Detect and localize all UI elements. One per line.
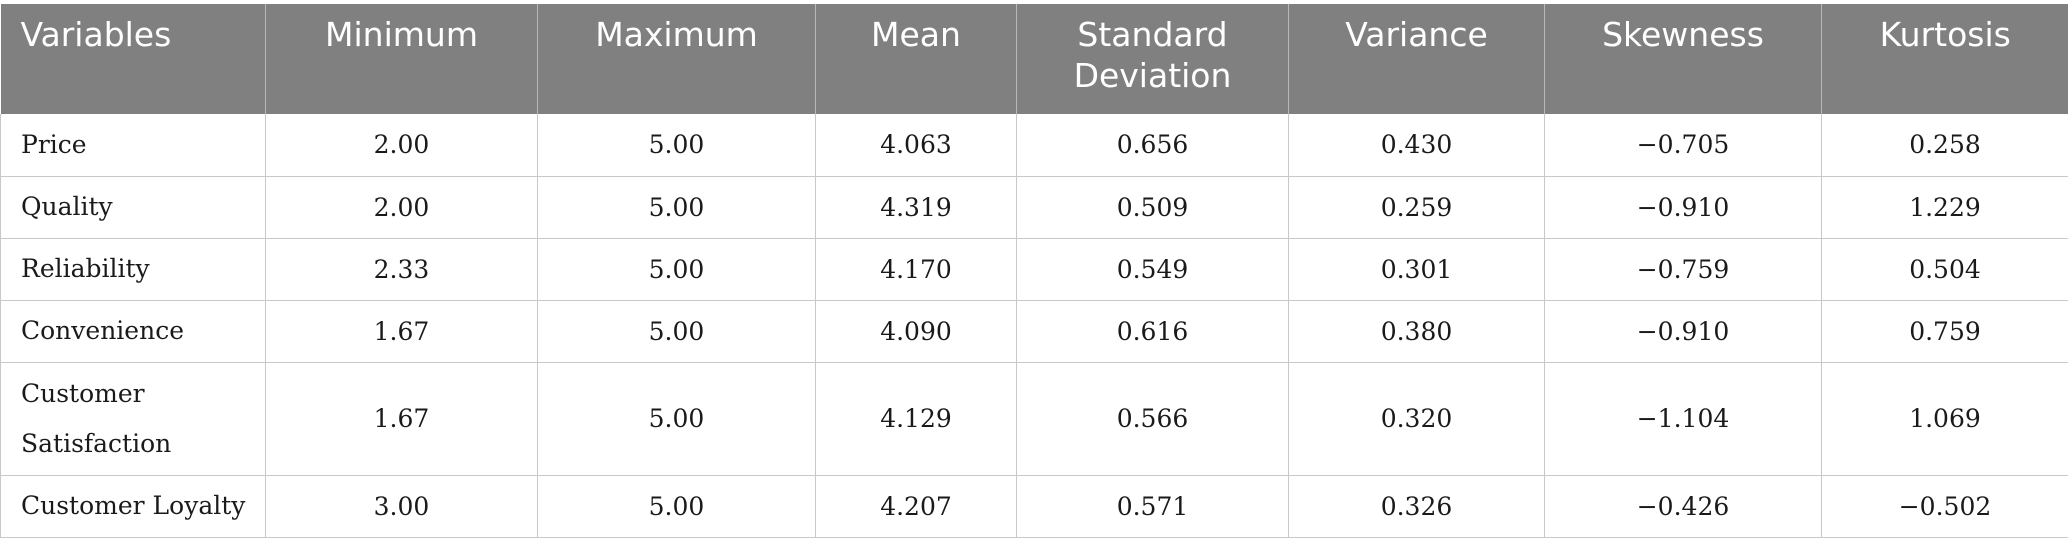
cell-mean: 4.090 xyxy=(815,299,1017,363)
header-minimum: Minimum xyxy=(265,4,538,114)
cell-maximum: 5.00 xyxy=(537,237,816,301)
table-row: Customer Satisfaction 1.67 5.00 4.129 0.… xyxy=(0,361,2068,476)
table-row: Price 2.00 5.00 4.063 0.656 0.430 −0.705… xyxy=(0,114,2068,177)
table-row: Customer Loyalty 3.00 5.00 4.207 0.571 0… xyxy=(0,474,2068,538)
cell-kurtosis: 0.258 xyxy=(1821,114,2068,177)
cell-variance: 0.259 xyxy=(1288,175,1545,239)
cell-sd: 0.549 xyxy=(1016,237,1289,301)
cell-minimum: 2.00 xyxy=(265,114,538,177)
cell-kurtosis: 0.504 xyxy=(1821,237,2068,301)
cell-skewness: −0.426 xyxy=(1544,474,1822,538)
cell-minimum: 1.67 xyxy=(265,361,538,476)
cell-variable: Quality xyxy=(0,175,266,239)
table-row: Quality 2.00 5.00 4.319 0.509 0.259 −0.9… xyxy=(0,175,2068,239)
cell-variance: 0.380 xyxy=(1288,299,1545,363)
cell-kurtosis: 0.759 xyxy=(1821,299,2068,363)
cell-variable: Customer Satisfaction xyxy=(0,361,266,476)
cell-variable: Customer Loyalty xyxy=(0,474,266,538)
cell-variable: Reliability xyxy=(0,237,266,301)
header-kurtosis: Kurtosis xyxy=(1821,4,2068,114)
cell-variance: 0.320 xyxy=(1288,361,1545,476)
header-row: Variables Minimum Maximum Mean Standard … xyxy=(0,4,2068,114)
cell-maximum: 5.00 xyxy=(537,114,816,177)
header-variables: Variables xyxy=(0,4,266,114)
cell-maximum: 5.00 xyxy=(537,175,816,239)
cell-minimum: 3.00 xyxy=(265,474,538,538)
cell-minimum: 2.00 xyxy=(265,175,538,239)
cell-sd: 0.566 xyxy=(1016,361,1289,476)
cell-kurtosis: 1.069 xyxy=(1821,361,2068,476)
cell-mean: 4.129 xyxy=(815,361,1017,476)
cell-sd: 0.571 xyxy=(1016,474,1289,538)
cell-mean: 4.319 xyxy=(815,175,1017,239)
cell-variance: 0.301 xyxy=(1288,237,1545,301)
cell-minimum: 2.33 xyxy=(265,237,538,301)
cell-skewness: −0.705 xyxy=(1544,114,1822,177)
cell-minimum: 1.67 xyxy=(265,299,538,363)
cell-variance: 0.326 xyxy=(1288,474,1545,538)
cell-kurtosis: 1.229 xyxy=(1821,175,2068,239)
cell-mean: 4.063 xyxy=(815,114,1017,177)
cell-mean: 4.207 xyxy=(815,474,1017,538)
header-maximum: Maximum xyxy=(537,4,816,114)
cell-variance: 0.430 xyxy=(1288,114,1545,177)
table-row: Reliability 2.33 5.00 4.170 0.549 0.301 … xyxy=(0,237,2068,301)
cell-maximum: 5.00 xyxy=(537,474,816,538)
cell-maximum: 5.00 xyxy=(537,299,816,363)
cell-kurtosis: −0.502 xyxy=(1821,474,2068,538)
cell-sd: 0.616 xyxy=(1016,299,1289,363)
header-mean: Mean xyxy=(815,4,1017,114)
header-skewness: Skewness xyxy=(1544,4,1822,114)
cell-skewness: −0.910 xyxy=(1544,175,1822,239)
header-standard-deviation: Standard Deviation xyxy=(1016,4,1289,114)
cell-sd: 0.509 xyxy=(1016,175,1289,239)
cell-skewness: −1.104 xyxy=(1544,361,1822,476)
cell-skewness: −0.759 xyxy=(1544,237,1822,301)
cell-maximum: 5.00 xyxy=(537,361,816,476)
cell-mean: 4.170 xyxy=(815,237,1017,301)
cell-skewness: −0.910 xyxy=(1544,299,1822,363)
table-body: Price 2.00 5.00 4.063 0.656 0.430 −0.705… xyxy=(0,114,2068,538)
cell-variable: Convenience xyxy=(0,299,266,363)
header-variance: Variance xyxy=(1288,4,1545,114)
table-row: Convenience 1.67 5.00 4.090 0.616 0.380 … xyxy=(0,299,2068,363)
descriptive-statistics-table: Variables Minimum Maximum Mean Standard … xyxy=(0,4,2068,538)
cell-variable: Price xyxy=(0,114,266,177)
table-header: Variables Minimum Maximum Mean Standard … xyxy=(0,4,2068,114)
cell-sd: 0.656 xyxy=(1016,114,1289,177)
